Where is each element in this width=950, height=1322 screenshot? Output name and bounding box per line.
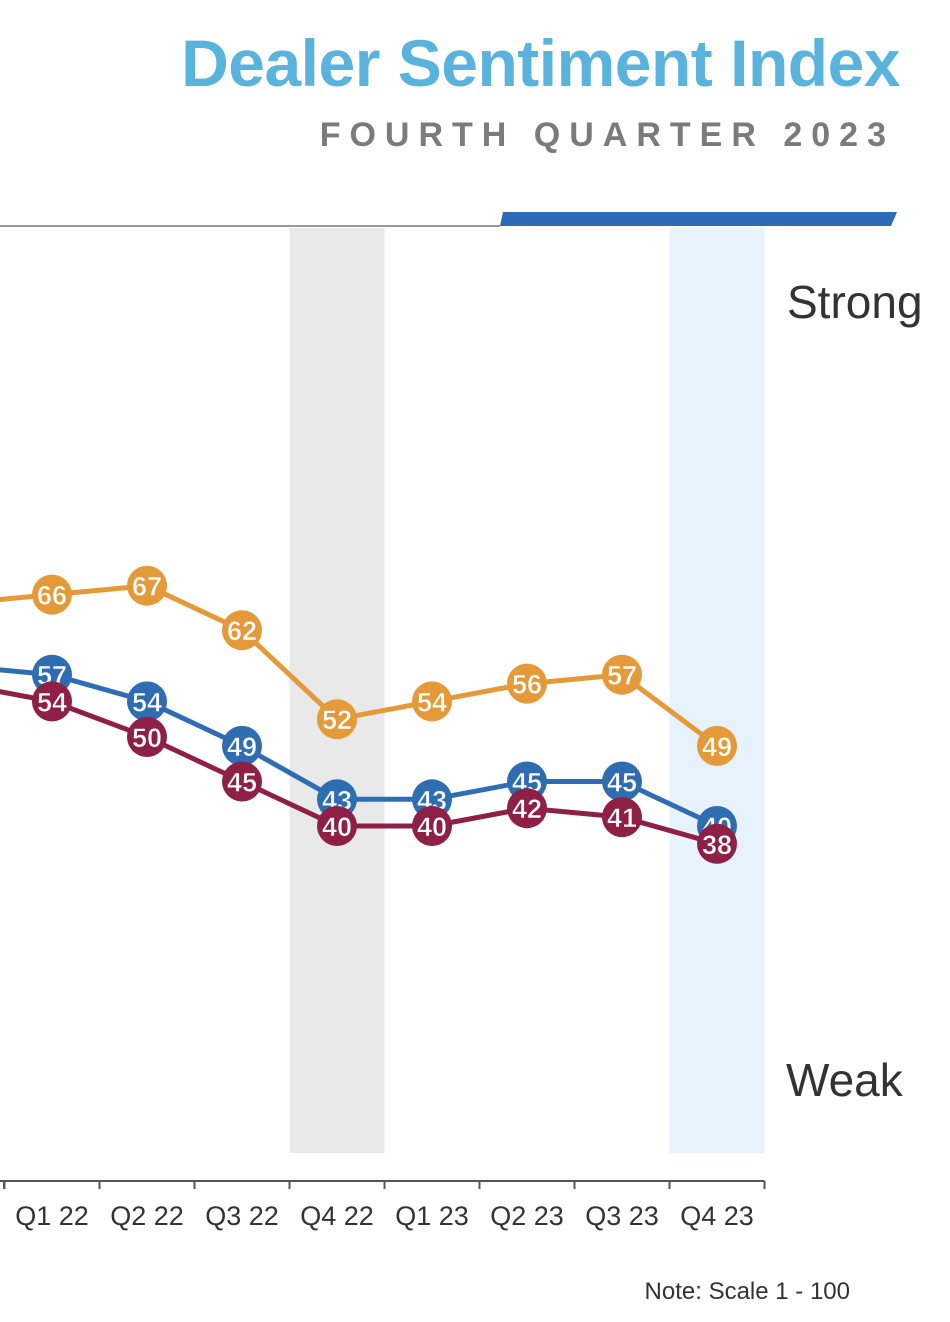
data-label: 49	[702, 732, 732, 762]
x-tick-label: Q1 22	[15, 1201, 89, 1231]
data-label: 38	[702, 830, 732, 860]
data-point	[222, 761, 262, 802]
highlight-band-q4-23	[669, 228, 765, 1153]
data-label: 45	[607, 768, 637, 798]
data-point	[127, 565, 167, 606]
data-point	[697, 725, 737, 766]
data-point	[507, 788, 547, 829]
data-label: 42	[512, 794, 542, 824]
data-label: 54	[132, 687, 162, 717]
data-point	[602, 654, 642, 695]
data-label: 40	[322, 812, 352, 842]
data-label: 66	[37, 581, 67, 611]
data-label: 40	[417, 812, 447, 842]
page-title: Dealer Sentiment Index	[181, 26, 900, 100]
data-label: 56	[512, 670, 542, 700]
data-label: 67	[132, 572, 162, 602]
data-point	[127, 717, 167, 757]
data-label: 57	[607, 661, 637, 691]
data-point	[32, 681, 72, 722]
data-point	[697, 823, 737, 864]
data-point	[317, 806, 357, 846]
x-tick-label: Q1 23	[395, 1201, 469, 1231]
page-subtitle: FOURTH QUARTER 2023	[319, 116, 895, 154]
data-point	[507, 663, 547, 704]
x-axis: Q1 22 Q2 22 Q3 22 Q4 22 Q1 23 Q2 23 Q3 23 Q4 23	[0, 1180, 766, 1231]
x-tick-label: Q3 22	[205, 1201, 279, 1231]
x-tick-label: Q3 23	[585, 1201, 659, 1231]
data-point	[32, 574, 72, 615]
x-tick-label: Q2 22	[110, 1201, 184, 1231]
data-label: 54	[37, 687, 67, 717]
data-label: 62	[227, 616, 257, 646]
data-label: 52	[322, 705, 352, 735]
data-point	[317, 699, 357, 740]
data-point	[222, 725, 262, 766]
data-label: 50	[132, 723, 162, 753]
series-points: 6667625254565749575449434345454054504540…	[32, 565, 737, 864]
header-accent-bar	[500, 212, 897, 226]
data-label: 45	[227, 768, 257, 798]
data-point	[412, 806, 452, 846]
data-label: 41	[607, 803, 637, 833]
data-point	[412, 681, 452, 722]
data-point	[127, 681, 167, 722]
x-tick-label: Q2 23	[490, 1201, 564, 1231]
data-point	[602, 797, 642, 838]
data-label: 54	[417, 687, 447, 717]
scale-note: Note: Scale 1 - 100	[644, 1278, 850, 1305]
x-tick-label: Q4 23	[680, 1201, 754, 1231]
y-range-label-strong: Strong	[787, 276, 923, 328]
y-range-label-weak: Weak	[786, 1054, 904, 1106]
x-tick-label: Q4 22	[300, 1201, 374, 1231]
data-point	[602, 761, 642, 802]
data-label: 49	[227, 732, 257, 762]
data-point	[222, 610, 262, 651]
